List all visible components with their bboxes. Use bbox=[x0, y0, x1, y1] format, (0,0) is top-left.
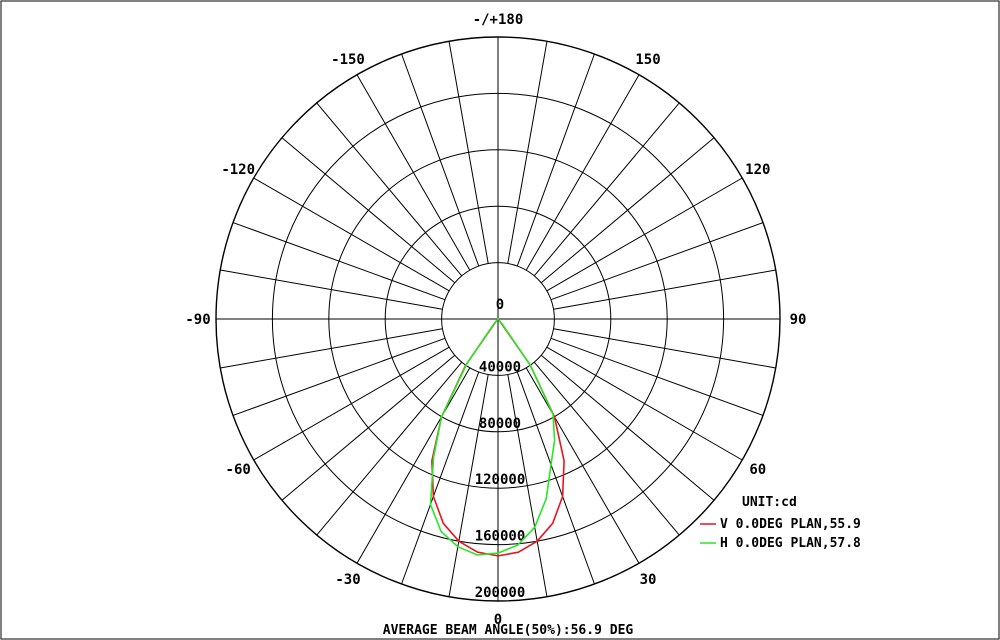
grid-spoke bbox=[448, 374, 489, 597]
angle-labels: 0 30 60 90 120 150 -/+180 -150 -120 -90 -60 -30 bbox=[185, 12, 806, 628]
grid-spoke bbox=[401, 371, 480, 585]
grid-spoke bbox=[507, 41, 548, 264]
grid-spoke bbox=[553, 269, 776, 310]
radial-tick-label: 120000 bbox=[475, 472, 526, 488]
beam-angle-footer: AVERAGE BEAM ANGLE(50%):56.9 DEG bbox=[383, 623, 634, 638]
series-curve-1 bbox=[429, 318, 556, 556]
angle-label: -60 bbox=[226, 462, 251, 478]
grid-spoke bbox=[546, 346, 743, 461]
angle-label: -120 bbox=[221, 162, 255, 178]
grid-spoke bbox=[533, 102, 680, 277]
grid-spoke bbox=[281, 137, 456, 284]
grid-spoke bbox=[232, 222, 446, 301]
grid-spoke bbox=[553, 328, 776, 369]
radial-tick-label: 200000 bbox=[475, 585, 526, 601]
grid-spoke bbox=[316, 102, 463, 277]
grid-spoke bbox=[316, 361, 463, 536]
polar-grid bbox=[215, 36, 781, 602]
legend-label-v: V 0.0DEG PLAN,55.9 bbox=[720, 517, 861, 532]
grid-spoke bbox=[550, 222, 764, 301]
radial-tick-labels: 0 40000 80000 120000 160000 200000 bbox=[475, 297, 526, 601]
grid-spoke bbox=[540, 354, 715, 501]
grid-spoke bbox=[525, 74, 640, 271]
grid-spoke bbox=[533, 361, 680, 536]
angle-label: -/+180 bbox=[473, 12, 524, 28]
grid-spoke bbox=[507, 374, 548, 597]
grid-spoke bbox=[220, 269, 443, 310]
grid-spoke bbox=[356, 74, 471, 271]
angle-label: 120 bbox=[745, 162, 770, 178]
angle-label: 30 bbox=[640, 572, 657, 588]
grid-spoke bbox=[253, 177, 450, 292]
angle-label: -90 bbox=[185, 312, 210, 328]
angle-label: 60 bbox=[749, 462, 766, 478]
angle-label: 150 bbox=[635, 52, 660, 68]
grid-spoke bbox=[401, 53, 480, 267]
radial-tick-label: 0 bbox=[496, 297, 504, 313]
grid-spoke bbox=[516, 53, 595, 267]
angle-label: -30 bbox=[335, 572, 360, 588]
grid-spoke bbox=[281, 354, 456, 501]
grid-spoke bbox=[516, 371, 595, 585]
unit-label: UNIT:cd bbox=[742, 495, 797, 510]
angle-label: 0 bbox=[494, 612, 502, 628]
radial-tick-label: 80000 bbox=[479, 416, 521, 432]
grid-spoke bbox=[220, 328, 443, 369]
grid-spoke bbox=[448, 41, 489, 264]
radial-tick-label: 160000 bbox=[475, 529, 526, 545]
grid-spoke bbox=[232, 337, 446, 416]
series-curves bbox=[429, 318, 565, 557]
angle-label: -150 bbox=[331, 52, 365, 68]
grid-spoke bbox=[356, 367, 471, 564]
angle-label: 90 bbox=[790, 312, 807, 328]
legend: UNIT:cd V 0.0DEG PLAN,55.9 H 0.0DEG PLAN… bbox=[700, 495, 861, 551]
grid-spoke bbox=[546, 177, 743, 292]
radial-tick-label: 40000 bbox=[479, 359, 521, 375]
grid-spoke bbox=[253, 346, 450, 461]
legend-label-h: H 0.0DEG PLAN,57.8 bbox=[720, 536, 861, 551]
grid-spoke bbox=[525, 367, 640, 564]
grid-spoke bbox=[540, 137, 715, 284]
grid-spoke bbox=[550, 337, 764, 416]
